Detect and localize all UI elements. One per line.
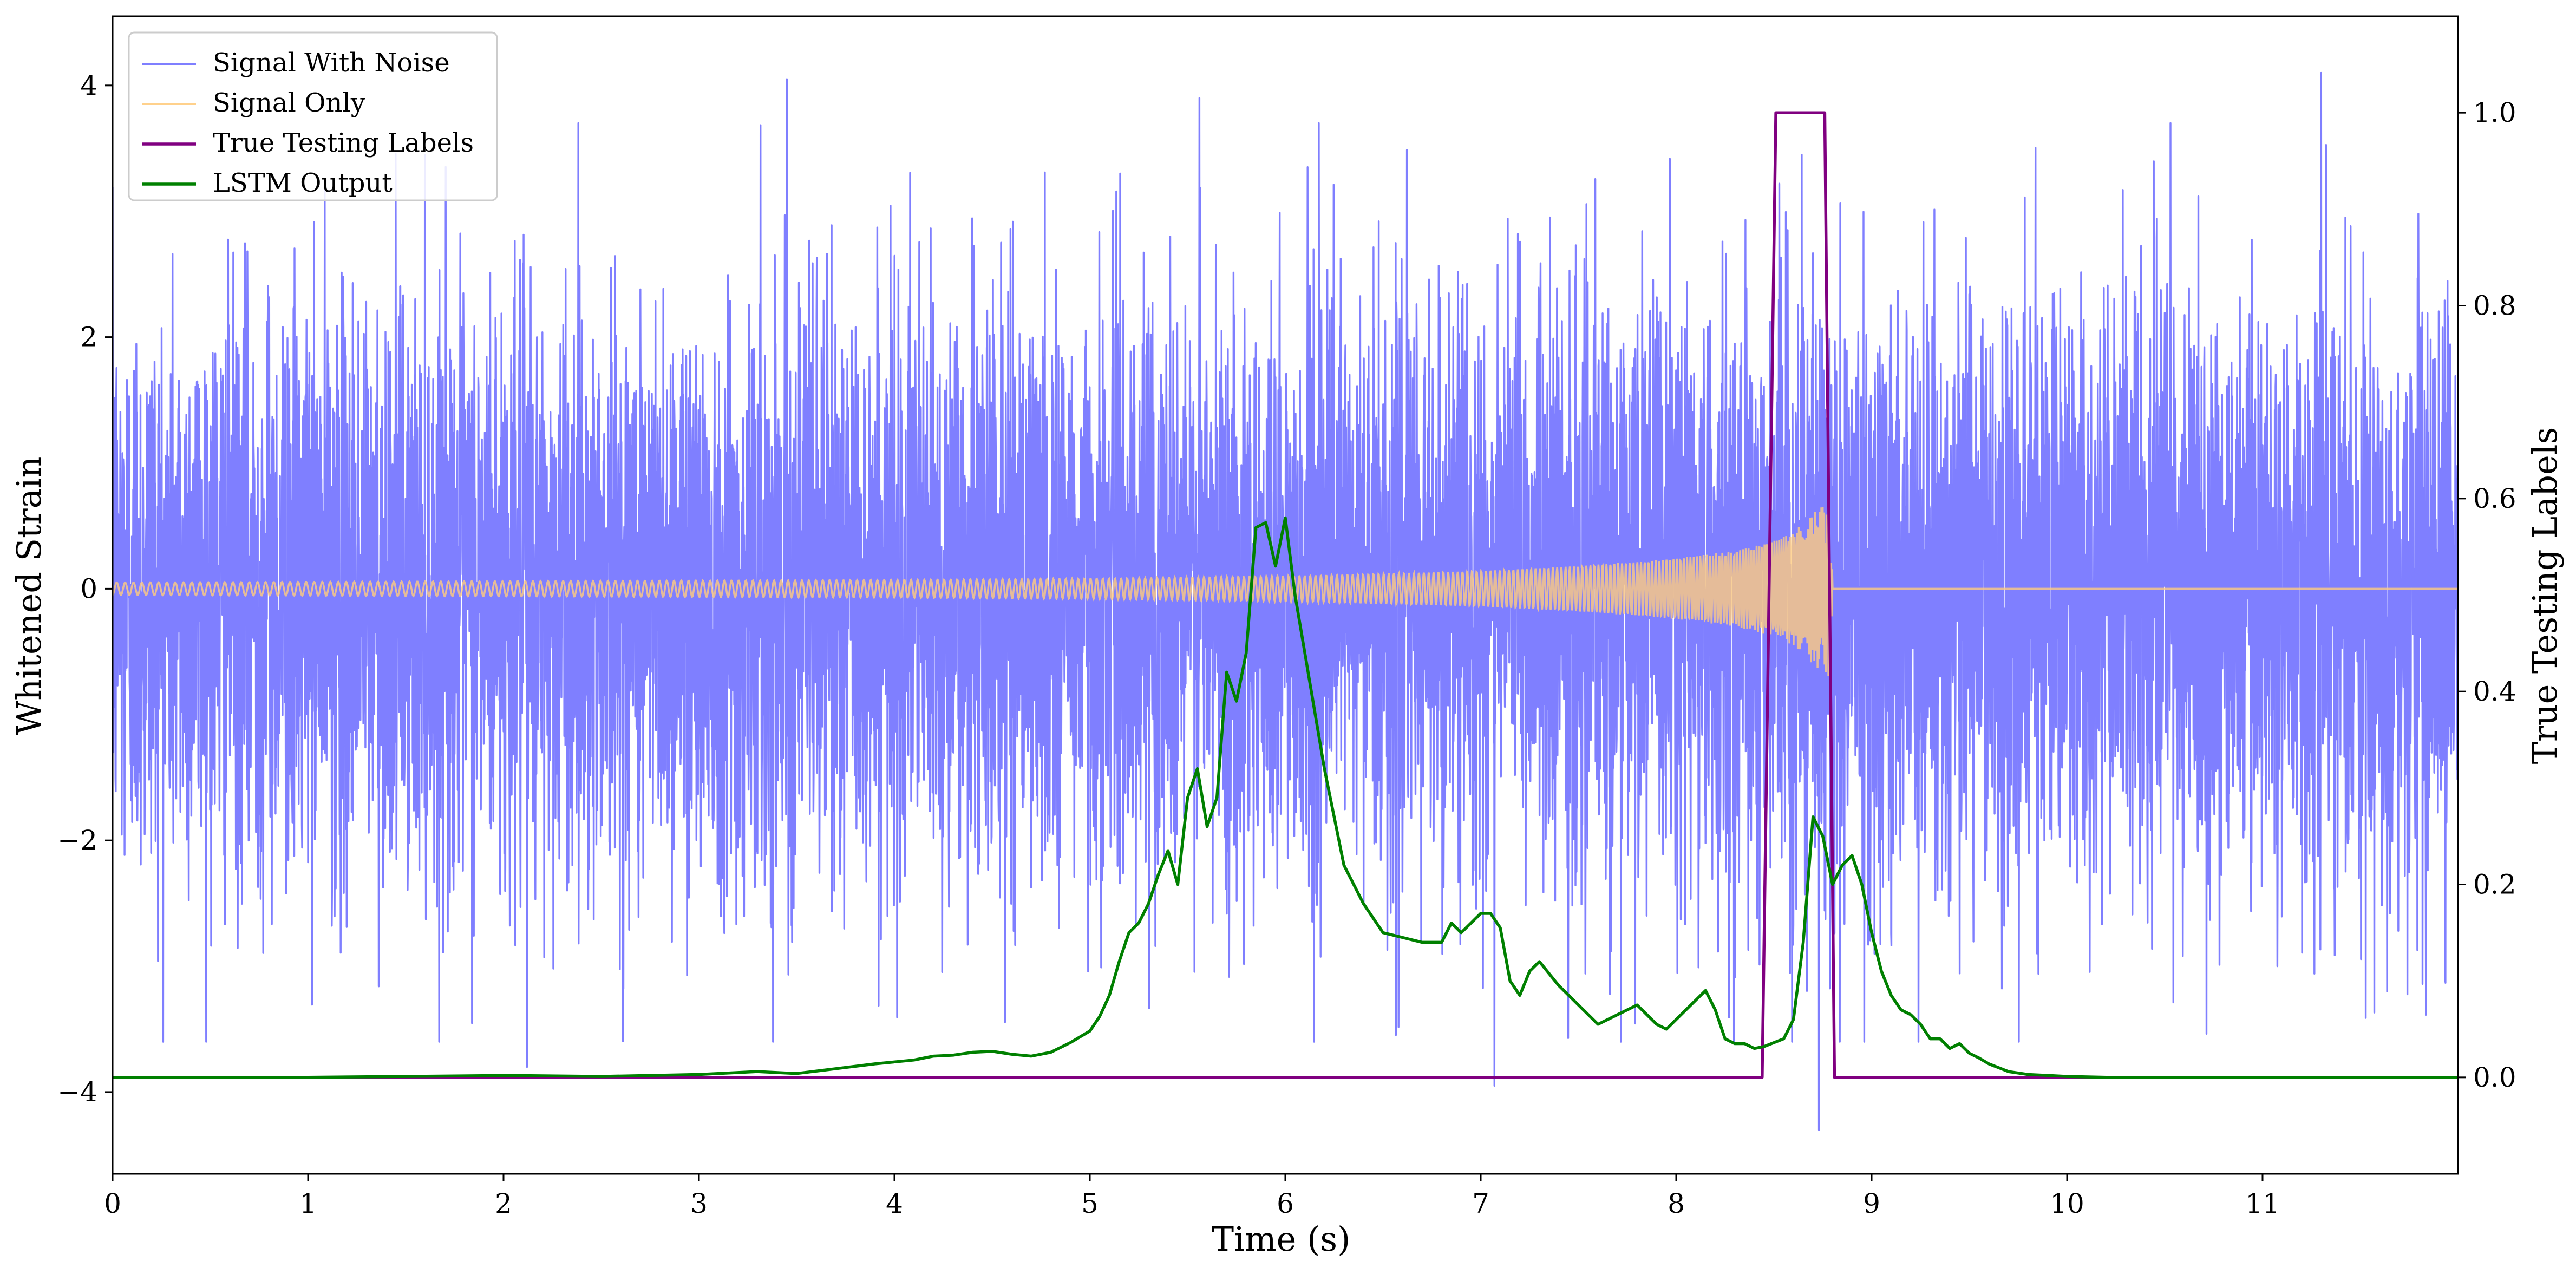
x-tick-label: 0 — [104, 1188, 121, 1219]
x-tick-label: 8 — [1668, 1188, 1685, 1219]
axes: 0 1 2 3 4 5 6 7 8 9 10 11 4 2 0 −2 −4 1.0 0.8 0.6 0.4 0.2 0.0 — [57, 15, 2516, 1219]
x-tick-label: 7 — [1472, 1188, 1489, 1219]
x-tick-label: 4 — [886, 1188, 903, 1219]
y-tick-label: −2 — [57, 825, 97, 856]
x-tick-label: 11 — [2245, 1188, 2280, 1219]
legend-box — [128, 31, 498, 201]
y2-axis-label: True Testing Labels — [2525, 427, 2565, 765]
x-axis-label: Time (s) — [1212, 1219, 1351, 1259]
x-tick-label: 6 — [1277, 1188, 1294, 1219]
y-tick-label: −4 — [57, 1076, 97, 1108]
y-axis-label: Whitened Strain — [9, 456, 49, 735]
x-tick-label: 10 — [2050, 1188, 2084, 1219]
x-tick-label: 5 — [1081, 1188, 1099, 1219]
y2-tick-label: 1.0 — [2473, 97, 2516, 128]
y-tick-label: 0 — [80, 573, 97, 604]
series-lstm-output — [113, 516, 2458, 1079]
y2-tick-label: 0.4 — [2473, 676, 2516, 707]
y2-tick-label: 0.2 — [2473, 869, 2516, 900]
legend-label: LSTM Output — [213, 168, 393, 198]
legend-label: Signal With Noise — [213, 48, 450, 78]
y2-tick-label: 0.0 — [2473, 1062, 2516, 1093]
y2-tick-label: 0.6 — [2473, 483, 2516, 514]
series-signal-with-noise — [113, 71, 2458, 1131]
x-tick-label: 3 — [690, 1188, 708, 1219]
legend: Signal With Noise Signal Only True Testing… — [128, 31, 498, 201]
series-signal-only — [113, 506, 2458, 676]
legend-label: True Testing Labels — [213, 128, 474, 158]
x-tick-label: 2 — [495, 1188, 512, 1219]
legend-label: Signal Only — [213, 88, 365, 118]
x-tick-label: 9 — [1863, 1188, 1880, 1219]
plot-area — [113, 71, 2458, 1131]
y-tick-label: 4 — [80, 70, 97, 101]
y-tick-label: 2 — [80, 322, 97, 353]
y2-tick-label: 0.8 — [2473, 290, 2516, 322]
x-tick-label: 1 — [299, 1188, 317, 1219]
series-true-testing-labels — [113, 111, 2458, 1079]
